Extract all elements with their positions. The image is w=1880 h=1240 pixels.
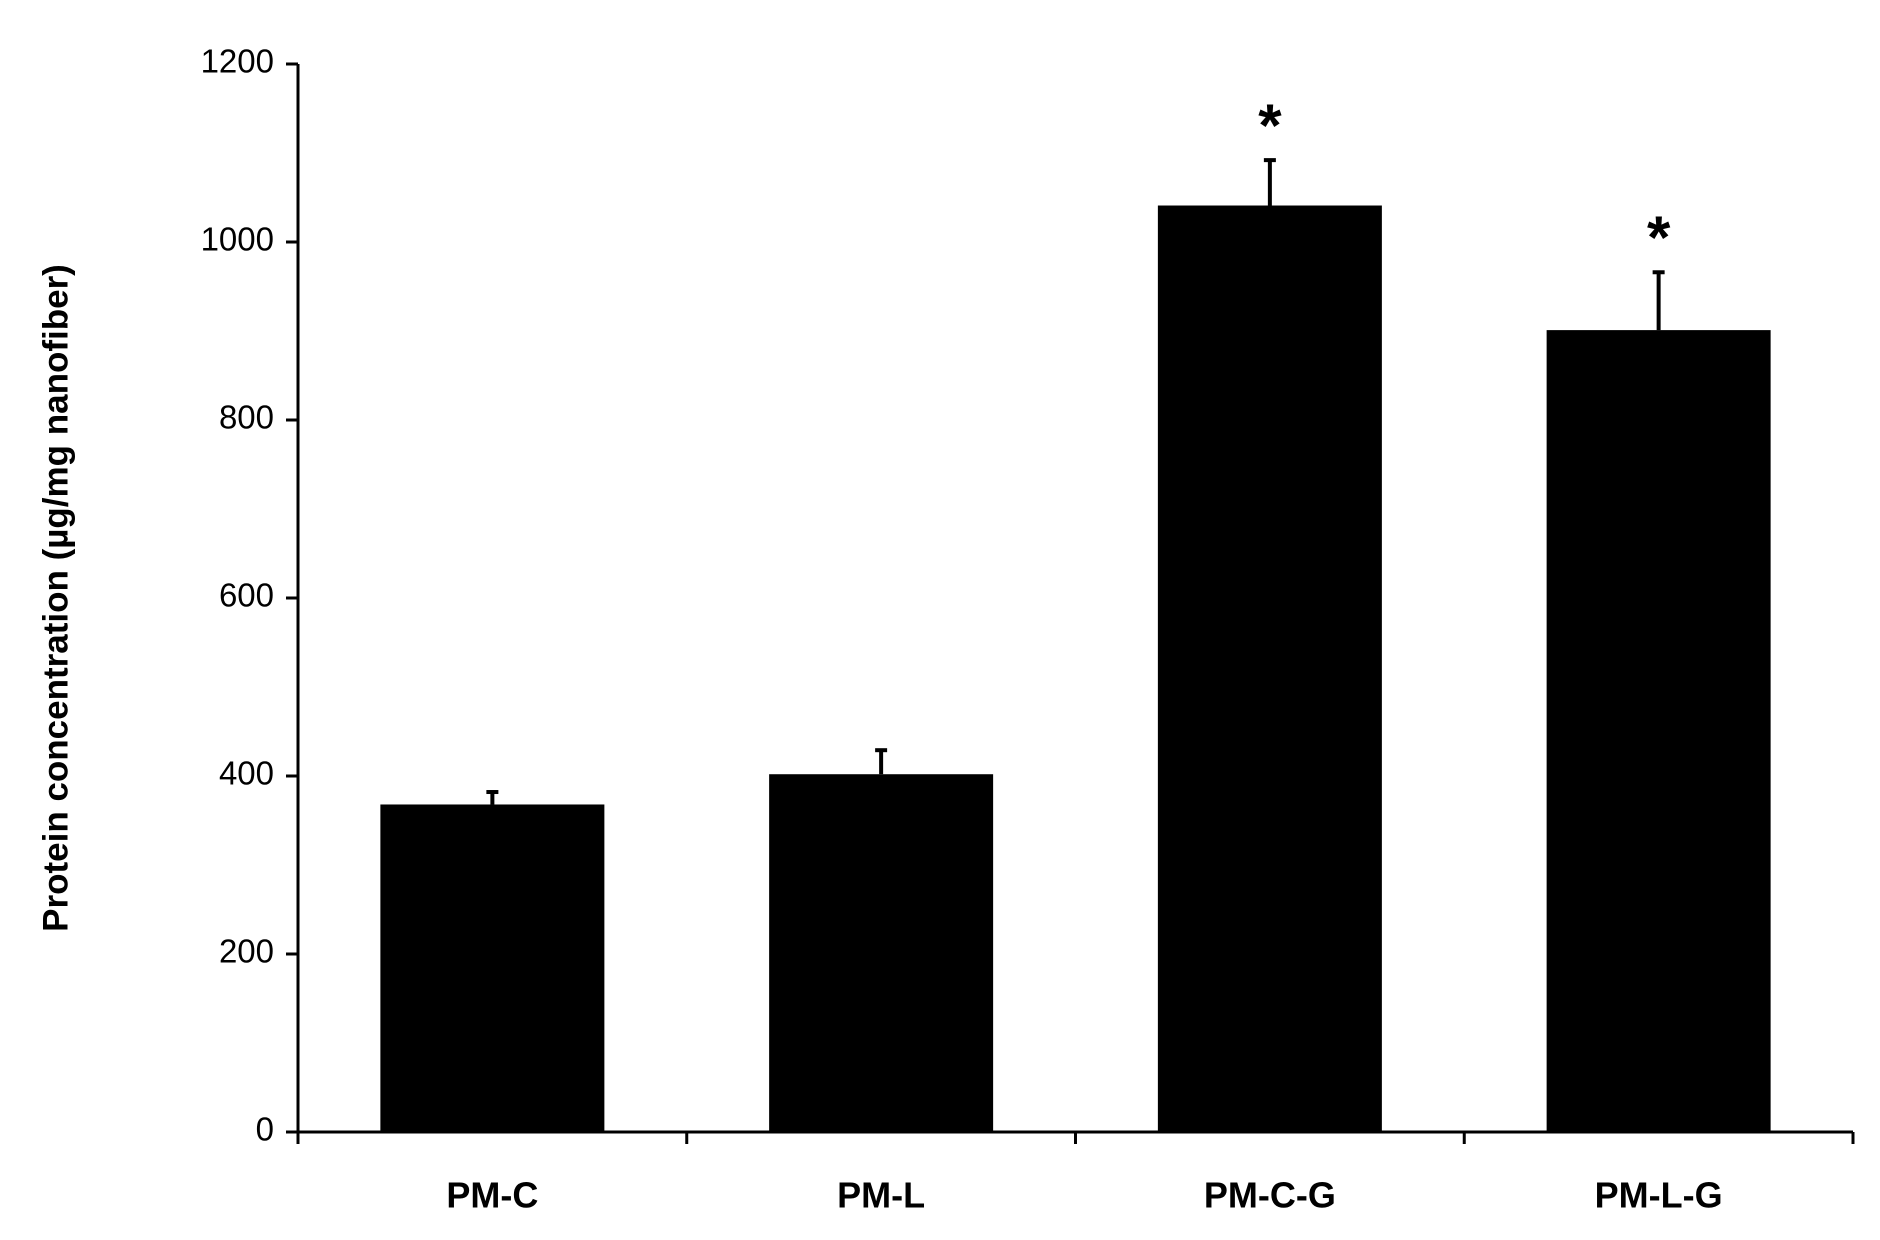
x-tick-label: PM-C-G (1204, 1175, 1336, 1216)
y-tick-label: 400 (219, 755, 274, 792)
bar (1546, 330, 1771, 1132)
x-tick-label: PM-L-G (1595, 1175, 1723, 1216)
y-tick-label: 200 (219, 933, 274, 970)
y-tick-label: 1200 (201, 43, 274, 80)
y-tick-label: 800 (219, 399, 274, 436)
x-tick-label: PM-L (837, 1175, 925, 1216)
y-tick-label: 0 (256, 1111, 274, 1148)
error-bar (1652, 270, 1665, 331)
error-bar (875, 748, 888, 775)
annotation: * (1647, 204, 1671, 271)
y-axis-label: Protein concentration (µg/mg nanofiber) (36, 264, 75, 932)
bar (380, 804, 605, 1132)
error-bar (486, 790, 499, 805)
error-bar (1263, 158, 1276, 206)
bar (769, 774, 994, 1132)
annotation: * (1258, 92, 1282, 159)
x-tick-label: PM-C (446, 1175, 538, 1216)
bar (1157, 205, 1382, 1132)
y-tick-label: 600 (219, 577, 274, 614)
y-tick-label: 1000 (201, 221, 274, 258)
